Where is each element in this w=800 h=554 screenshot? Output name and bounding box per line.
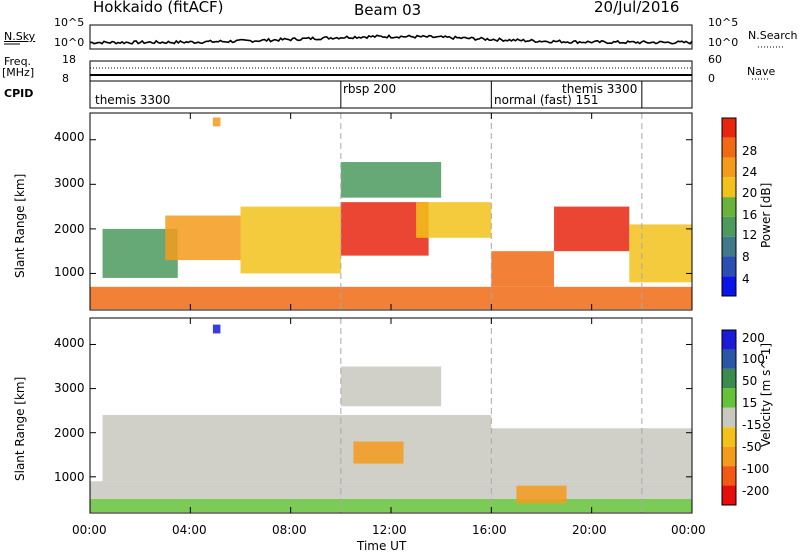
power-region-6: [416, 202, 492, 238]
xtick-0: 00:00: [72, 523, 107, 537]
power-ytick-2000: 2000: [54, 222, 85, 236]
vel-cbar-tick-200: 200: [742, 331, 765, 345]
radar-title: Hokkaido (fitACF): [93, 0, 224, 16]
power-colorbar-seg: [722, 118, 736, 138]
vel-cbar-tick-m100: -100: [742, 462, 770, 476]
power-colorbar-seg: [722, 197, 736, 217]
power-colorbar-seg: [722, 157, 736, 178]
velocity-colorbar-seg: [722, 388, 736, 408]
velocity-colorbar-seg: [722, 349, 736, 369]
power-region-9: [629, 224, 692, 283]
velocity-ytick-4000: 4000: [54, 336, 85, 350]
vel-cbar-tick-100: 100: [742, 352, 765, 366]
cpid-mode-2: rbsp 200: [343, 82, 397, 96]
xlabel: Time UT: [357, 539, 407, 553]
velocity-colorbar-seg: [722, 446, 736, 467]
freq-label-1: Freq.: [4, 55, 32, 68]
power-colorbar-seg: [722, 137, 736, 158]
velocity-region-2: [102, 415, 492, 482]
power-ytick-3000: 3000: [54, 176, 85, 190]
power-region-7: [491, 251, 555, 287]
vel-cbar-tick-m15: -15: [742, 418, 762, 432]
power-cbar-tick-8: 8: [742, 250, 750, 264]
cpid-mode-4: themis 3300: [562, 82, 638, 96]
power-region-2: [165, 215, 241, 261]
xtick-1: 04:00: [172, 523, 207, 537]
velocity-region-5: [516, 485, 567, 504]
xtick-3: 12:00: [372, 523, 407, 537]
power-region-0: [90, 286, 692, 310]
power-region-3: [240, 206, 341, 274]
velocity-colorbar-seg: [722, 427, 736, 447]
freq-label-2: [MHz]: [2, 66, 35, 79]
noise-search-label: N.Search: [748, 29, 798, 42]
power-colorbar-seg: [722, 276, 736, 296]
power-colorbar-seg: [722, 236, 736, 257]
xtick-4: 16:00: [472, 523, 507, 537]
velocity-colorbar-frame: [721, 329, 737, 506]
velocity-region-6: [353, 441, 404, 464]
velocity-colorbar-seg: [722, 330, 736, 350]
power-colorbar-seg: [722, 216, 736, 237]
power-ytick-1000: 1000: [54, 265, 85, 279]
vel-cbar-tick-15: 15: [742, 396, 758, 410]
freq-left-tick-top: 18: [62, 53, 76, 66]
cpid-mode-3: normal (fast) 151: [494, 93, 599, 107]
velocity-ytick-2000: 2000: [54, 426, 85, 440]
power-cbar-tick-28: 28: [742, 144, 758, 158]
noise-panel-frame: [89, 24, 693, 50]
power-region-10: [212, 117, 221, 127]
freq-right-tick-bottom: 0: [708, 72, 715, 85]
velocity-ytick-1000: 1000: [54, 470, 85, 484]
power-colorbar-seg: [722, 256, 736, 277]
xtick-2: 08:00: [272, 523, 307, 537]
velocity-colorbar-seg: [722, 466, 736, 486]
velocity-region-7: [212, 324, 221, 334]
vel-cbar-tick-50: 50: [742, 374, 758, 388]
velocity-colorbar-seg: [722, 485, 736, 505]
power-ytick-4000: 4000: [54, 130, 85, 144]
velocity-colorbar-seg: [722, 407, 736, 428]
cpid-panel-frame: [89, 80, 693, 109]
velocity-ytick-3000: 3000: [54, 381, 85, 395]
power-cbar-tick-16: 16: [742, 208, 758, 222]
cpid-label: CPID: [4, 87, 34, 100]
noise-right-tick-top: 10^5: [708, 16, 739, 29]
freq-right-tick-top: 60: [708, 53, 722, 66]
xtick-5: 20:00: [572, 523, 607, 537]
nave-label: Nave: [747, 65, 776, 78]
power-colorbar-seg: [722, 177, 736, 198]
velocity-region-3: [340, 366, 442, 407]
xtick-6: 00:00: [671, 523, 706, 537]
cpid-mode-1: themis 3300: [95, 93, 171, 107]
power-cbar-tick-24: 24: [742, 165, 758, 179]
velocity-region-4: [491, 428, 692, 482]
beam-title: Beam 03: [354, 1, 422, 19]
velocity-region-1: [90, 481, 692, 499]
power-region-5: [340, 162, 442, 198]
power-cbar-tick-12: 12: [742, 228, 758, 242]
freq-panel-frame: [89, 60, 693, 82]
power-colorbar-frame: [721, 117, 737, 297]
power-region-8: [554, 206, 630, 252]
power-region-1: [102, 228, 178, 278]
vel-cbar-tick-m200: -200: [742, 484, 770, 498]
noise-sky-label: N.Sky: [4, 30, 36, 43]
velocity-colorbar-seg: [722, 368, 736, 389]
date-title: 20/Jul/2016: [594, 0, 680, 16]
noise-left-tick-top: 10^5: [54, 16, 85, 29]
vel-cbar-tick-m50: -50: [742, 440, 762, 454]
power-region-4: [340, 202, 429, 256]
power-cbar-tick-20: 20: [742, 186, 758, 200]
power-cbar-tick-4: 4: [742, 272, 750, 286]
freq-left-tick-bottom: 8: [62, 72, 69, 85]
noise-sky-trace: [89, 34, 693, 45]
noise-left-tick-bottom: 10^0: [54, 36, 85, 49]
noise-right-tick-bottom: 10^0: [708, 36, 739, 49]
